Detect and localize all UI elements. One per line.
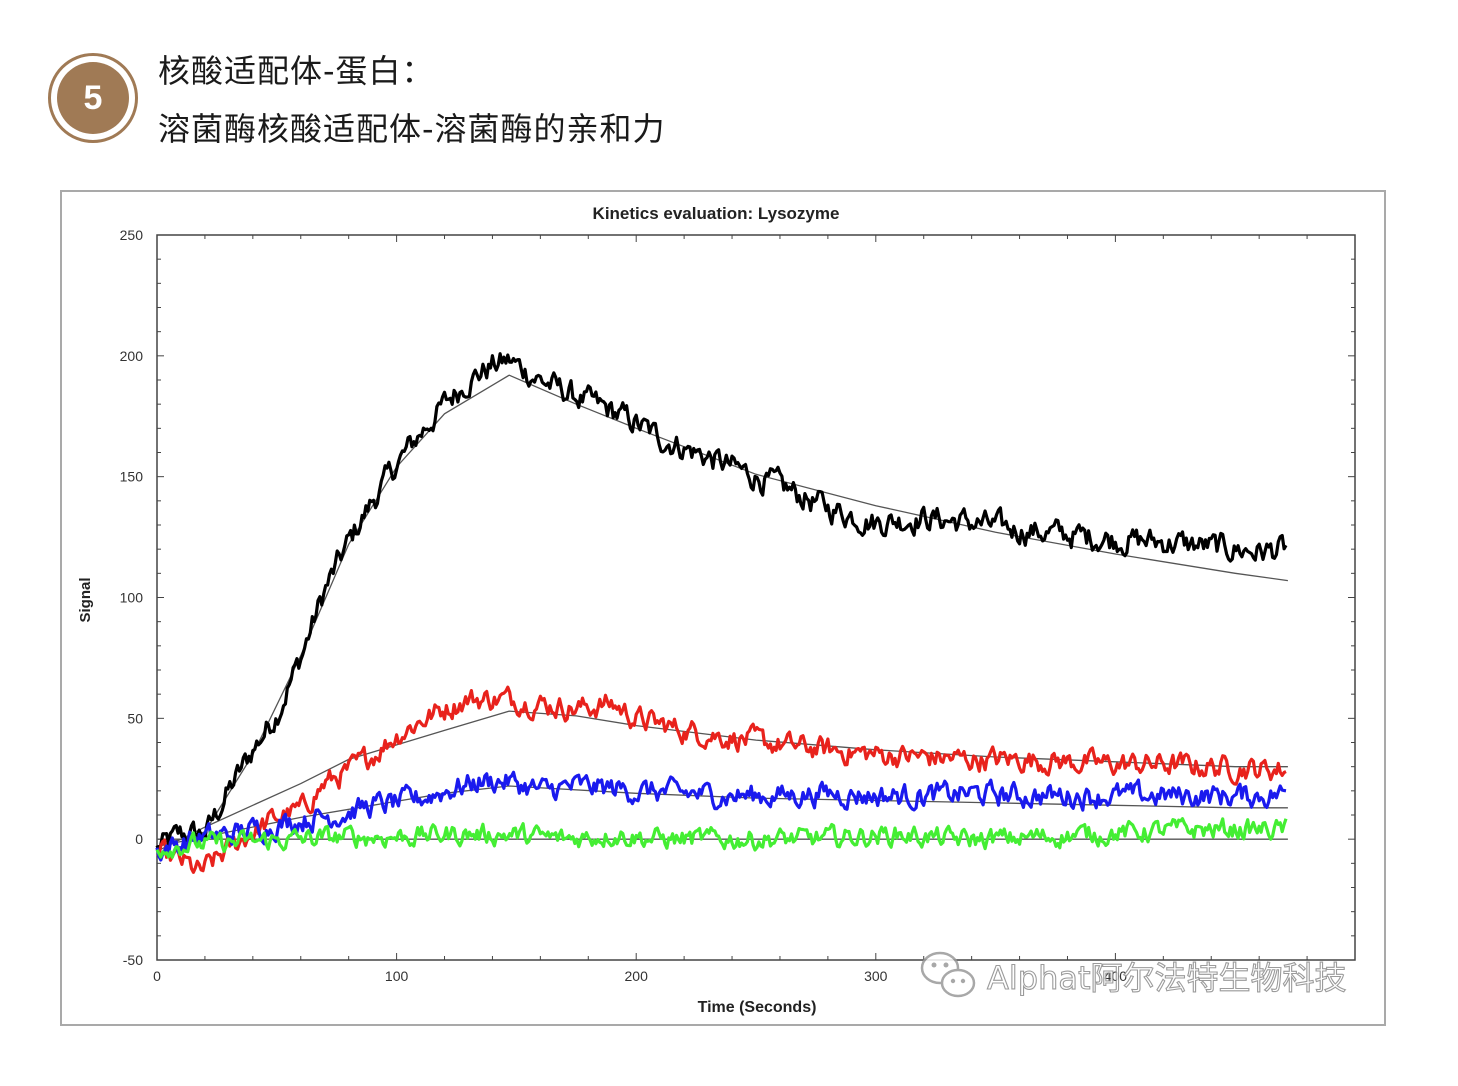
chart-title: Kinetics evaluation: Lysozyme: [593, 204, 840, 223]
step-number: 5: [57, 62, 129, 134]
y-tick-label: 250: [120, 227, 144, 243]
y-axis-label: Signal: [77, 577, 94, 622]
x-tick-label: 100: [385, 968, 409, 984]
fit-curve-1: [156, 374, 1288, 848]
y-tick-label: 100: [120, 590, 144, 606]
y-tick-label: 150: [120, 469, 144, 485]
kinetics-chart: Kinetics evaluation: Lysozyme 0 100 200 300…: [77, 204, 1356, 1016]
x-tick-label: 400: [1104, 968, 1128, 984]
trace-series-3: [155, 770, 1287, 862]
trace-series-1: [155, 352, 1288, 852]
trace-series-4: [155, 817, 1288, 859]
watermark: Alphat阿尔法特生物科技: [920, 951, 1347, 998]
watermark-text: Alphat阿尔法特生物科技: [987, 959, 1347, 997]
wechat-icon: [920, 951, 976, 998]
trace-series-2: [156, 685, 1287, 874]
y-tick-label: 50: [127, 710, 143, 726]
plot-area: [156, 234, 1356, 961]
x-axis-label: Time (Seconds): [698, 999, 817, 1016]
fit-curve-3: [156, 785, 1288, 848]
y-tick-label: 0: [135, 831, 143, 847]
x-tick-label: 0: [153, 968, 161, 984]
step-badge: 5: [48, 53, 138, 143]
y-tick-label: -50: [123, 952, 143, 968]
x-tick-label: 200: [625, 968, 649, 984]
heading-line-1: 核酸适配体-蛋白：: [158, 52, 435, 90]
heading-line-2: 溶菌酶核酸适配体-溶菌酶的亲和力: [158, 110, 666, 148]
y-tick-label: 200: [120, 348, 144, 364]
x-tick-label: 300: [864, 968, 888, 984]
chart-frame: Kinetics evaluation: Lysozyme 0 100 200 300…: [60, 190, 1386, 1026]
